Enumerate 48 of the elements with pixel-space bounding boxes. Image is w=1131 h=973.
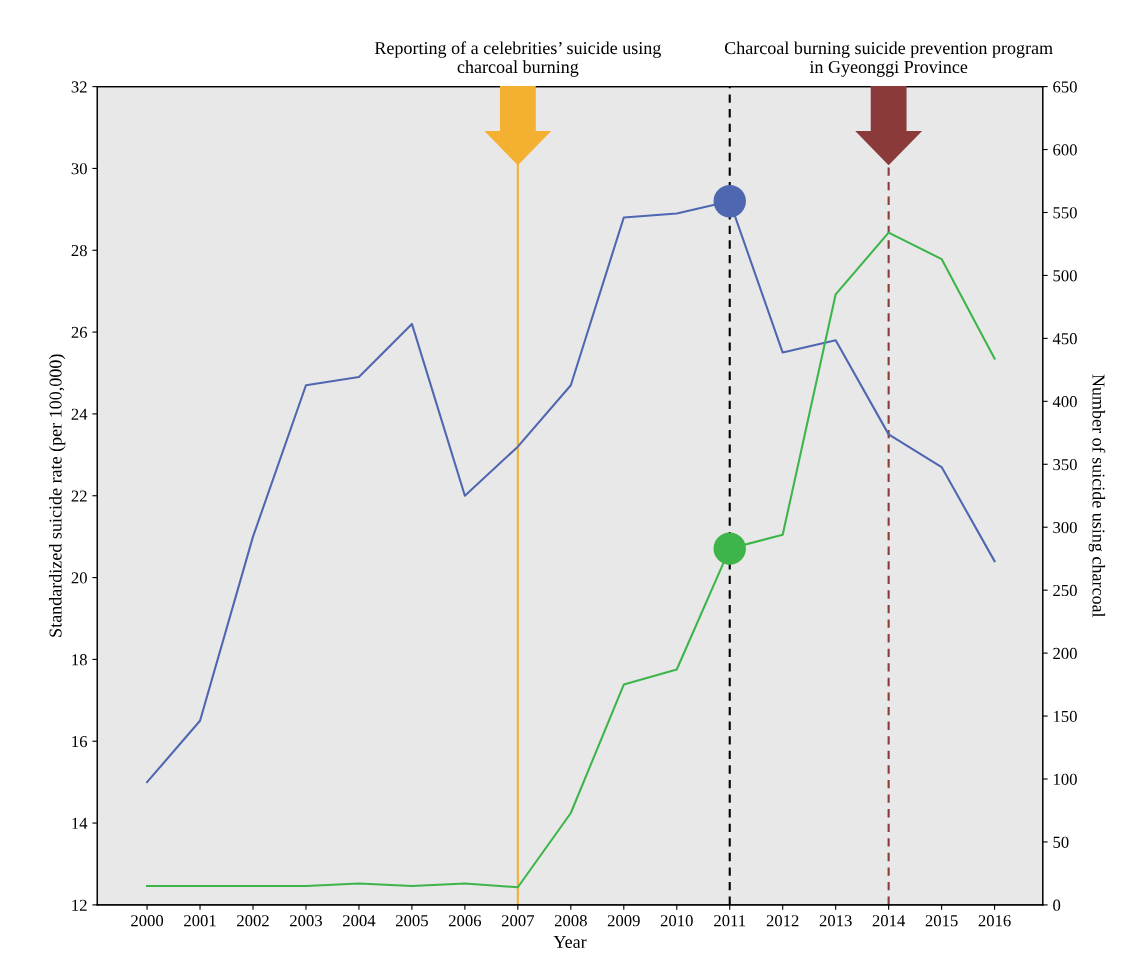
y-tick-label: 20	[71, 572, 87, 584]
y2-tick-label: 200	[1053, 647, 1077, 660]
x-tick-label: 2001	[184, 915, 216, 927]
x-tick-label: 2010	[660, 915, 693, 927]
x-tick-label: 2007	[501, 915, 535, 927]
y-tick-label: 28	[71, 244, 87, 257]
y2-tick-label: 500	[1053, 270, 1077, 282]
y-tick-label: 16	[72, 735, 88, 748]
y2-tick-label: 0	[1053, 899, 1061, 911]
ref-line-label: Charcoal burning suicide prevention program in Gyeonggi Province	[724, 41, 1053, 77]
x-tick-label: 2016	[978, 915, 1011, 927]
y2-tick-label: 300	[1053, 521, 1077, 534]
y2-tick-label: 150	[1053, 710, 1077, 722]
y2-tick-label: 100	[1053, 773, 1077, 785]
y-tick-label: 18	[72, 654, 87, 666]
x-tick-label: 2013	[819, 915, 852, 927]
y-tick-label: 30	[71, 163, 87, 175]
y-tick-label: 24	[71, 408, 88, 420]
x-tick-label: 2000	[131, 915, 164, 927]
y2-tick-label: 650	[1053, 81, 1077, 93]
x-tick-label: 2011	[714, 915, 746, 927]
y2-tick-label: 350	[1053, 458, 1077, 471]
x-axis-title: Year	[553, 935, 587, 948]
x-tick-label: 2002	[237, 915, 269, 927]
x-tick-label: 2012	[766, 915, 799, 927]
x-tick-label: 2008	[554, 915, 587, 927]
x-tick-label: 2014	[872, 915, 906, 927]
y2-tick-label: 400	[1052, 396, 1077, 408]
y2-tick-label: 600	[1053, 144, 1077, 156]
y-tick-label: 26	[71, 326, 88, 339]
y-axis-title: Standardized suicide rate (per 100,000)	[48, 354, 66, 637]
line-series	[146, 231, 996, 889]
y2-axis-title: Number of suicide using charcoal	[1088, 374, 1106, 618]
x-tick-label: 2015	[925, 915, 958, 927]
x-tick-label: 2009	[607, 915, 640, 927]
x-tick-label: 2003	[290, 915, 322, 927]
x-tick-label: 2004	[343, 915, 376, 927]
y-tick-label: 12	[72, 899, 87, 911]
y-tick-label: 22	[71, 490, 87, 502]
x-tick-label: 2005	[395, 915, 428, 927]
y2-tick-label: 50	[1053, 836, 1069, 848]
y-tick-label: 14	[72, 817, 88, 829]
x-tick-label: 2006	[448, 915, 482, 927]
ref-line-label: Reporting of a celebrities’ suicide using charcoal burning	[374, 41, 661, 77]
y2-tick-label: 250	[1053, 584, 1077, 597]
y2-tick-label: 550	[1053, 207, 1077, 219]
y2-tick-label: 450	[1052, 333, 1077, 345]
y-tick-label: 32	[71, 81, 87, 93]
